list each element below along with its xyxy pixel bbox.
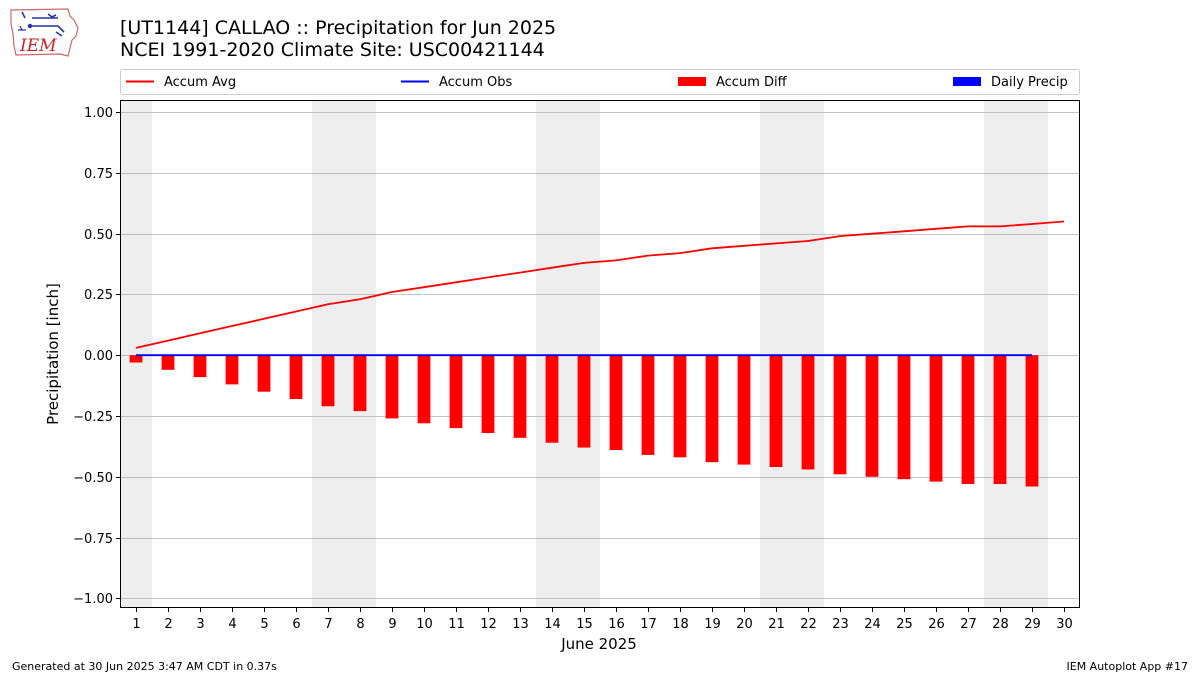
x-tick-label: 20 [736, 617, 753, 632]
x-tick-label: 7 [324, 617, 332, 632]
legend-swatch-accum-diff [678, 77, 706, 86]
x-tick-label: 5 [260, 617, 268, 632]
bar-accum-diff [1025, 355, 1039, 487]
series-lines [135, 220, 1065, 357]
y-tick-label: −0.75 [73, 532, 113, 547]
bar-accum-diff [929, 355, 943, 482]
y-tick-label: −0.25 [73, 410, 113, 425]
chart-title: [UT1144] CALLAO :: Precipitation for Jun… [120, 17, 557, 39]
weekend-band [120, 100, 152, 608]
plot-frame [120, 100, 1080, 608]
bar-accum-diff [513, 355, 527, 438]
bar-accum-diff [545, 355, 559, 443]
x-tick-label: 19 [704, 617, 721, 632]
x-tick-label: 13 [512, 617, 529, 632]
iem-logo: IEM [10, 8, 79, 57]
x-tick-label: 14 [544, 617, 561, 632]
x-tick-label: 25 [896, 617, 913, 632]
app-label: IEM Autoplot App #17 [1066, 660, 1189, 673]
bar-accum-diff [129, 355, 143, 363]
x-tick-label: 9 [388, 617, 396, 632]
bar-accum-diff [769, 355, 783, 468]
x-tick-label: 8 [356, 617, 364, 632]
x-tick-label: 6 [292, 617, 300, 632]
bar-accum-diff [225, 355, 239, 385]
bar-accum-diff [865, 355, 879, 477]
weekend-band [760, 100, 824, 608]
bar-accum-diff [289, 355, 303, 399]
bar-accum-diff [193, 355, 207, 378]
y-tick-label: 1.00 [84, 106, 113, 121]
x-tick-label: 22 [800, 617, 817, 632]
weekend-bands [120, 100, 1048, 608]
y-tick-label: −1.00 [73, 592, 113, 607]
x-tick-label: 17 [640, 617, 657, 632]
x-tick-label: 16 [608, 617, 625, 632]
bar-accum-diff [833, 355, 847, 475]
x-tick-label: 3 [196, 617, 204, 632]
line-accum-avg [135, 220, 1065, 349]
x-tick-label: 18 [672, 617, 689, 632]
bar-accum-diff [449, 355, 463, 429]
x-tick-label: 15 [576, 617, 593, 632]
bar-accum-diff [961, 355, 975, 485]
bar-accum-diff [321, 355, 335, 407]
bar-accum-diff [705, 355, 719, 463]
y-tick-label: −0.50 [73, 471, 113, 486]
accum-diff-bars [129, 355, 1039, 487]
legend-label-accum-avg: Accum Avg [164, 75, 236, 90]
bar-accum-diff [641, 355, 655, 455]
legend-label-accum-diff: Accum Diff [716, 75, 788, 90]
y-tick-label: 0.00 [84, 349, 113, 364]
y-tick-label: 0.25 [84, 288, 113, 303]
bar-accum-diff [673, 355, 687, 458]
x-tick-label: 11 [448, 617, 465, 632]
y-axis-title: Precipitation [inch] [44, 283, 62, 425]
x-tick-label: 1 [132, 617, 140, 632]
weekend-band [536, 100, 600, 608]
weekend-band [312, 100, 376, 608]
x-tick-label: 28 [992, 617, 1009, 632]
y-axis: −1.00 −0.75 −0.50 −0.25 0.00 0.25 0.50 0.75 1.00 [73, 106, 120, 607]
bar-accum-diff [993, 355, 1007, 485]
bar-accum-diff [577, 355, 591, 448]
bar-accum-diff [897, 355, 911, 480]
x-tick-label: 24 [864, 617, 881, 632]
legend: Accum Avg Accum Obs Accum Diff Daily Precip [120, 69, 1080, 95]
generated-timestamp: Generated at 30 Jun 2025 3:47 AM CDT in … [12, 660, 277, 673]
bar-accum-diff [257, 355, 271, 392]
x-tick-label: 29 [1024, 617, 1041, 632]
x-tick-label: 4 [228, 617, 236, 632]
x-tick-label: 23 [832, 617, 849, 632]
logo-text: IEM [19, 36, 57, 56]
weekend-band [984, 100, 1048, 608]
x-tick-label: 2 [164, 617, 172, 632]
x-tick-label: 30 [1056, 617, 1073, 632]
y-gridlines [120, 112, 1080, 599]
bar-accum-diff [417, 355, 431, 424]
x-tick-label: 26 [928, 617, 945, 632]
bar-accum-diff [385, 355, 399, 419]
x-axis: 1 2 3 4 5 6 7 8 9 10 11 12 13 14 15 16 17 18 19 20 21 22 23 24 2… [132, 608, 1073, 632]
bar-accum-diff [801, 355, 815, 470]
chart-subtitle: NCEI 1991-2020 Climate Site: USC00421144 [120, 39, 545, 61]
legend-frame [120, 69, 1080, 95]
x-tick-label: 10 [416, 617, 433, 632]
bar-accum-diff [609, 355, 623, 451]
x-tick-label: 27 [960, 617, 977, 632]
bar-accum-diff [481, 355, 495, 433]
x-axis-title: June 2025 [560, 635, 637, 653]
x-tick-label: 21 [768, 617, 785, 632]
legend-label-accum-obs: Accum Obs [439, 75, 512, 90]
y-tick-label: 0.50 [84, 228, 113, 243]
legend-label-daily-precip: Daily Precip [991, 75, 1068, 90]
legend-swatch-daily-precip [953, 77, 981, 86]
bar-accum-diff [737, 355, 751, 465]
x-tick-label: 12 [480, 617, 497, 632]
y-tick-label: 0.75 [84, 167, 113, 182]
bar-accum-diff [353, 355, 367, 412]
iem-iowa-logo-icon [10, 8, 79, 57]
bar-accum-diff [161, 355, 175, 370]
